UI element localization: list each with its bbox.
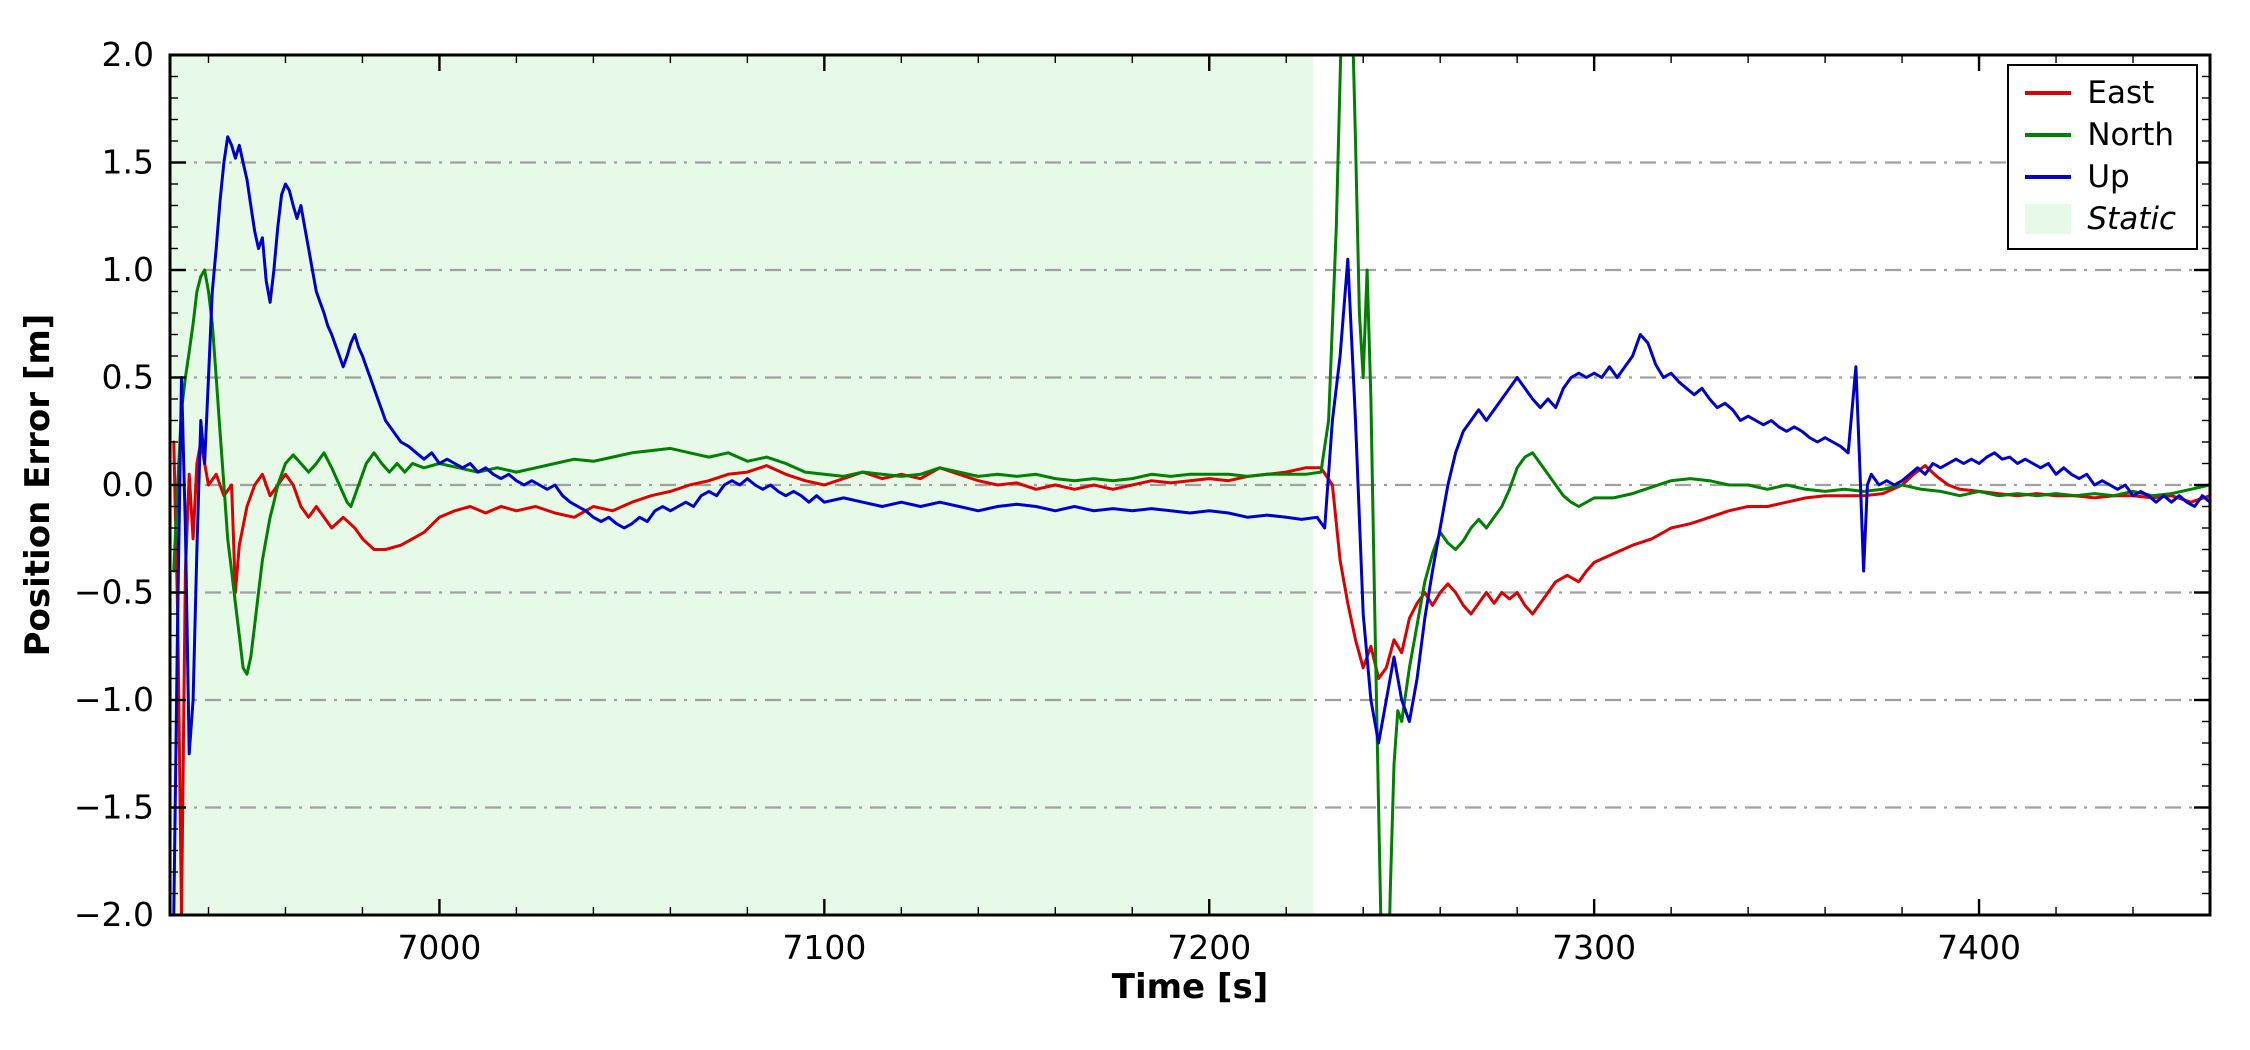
legend-label-east: East [2087,75,2155,111]
line-east [172,440,2210,915]
legend-item-east: East [2025,76,2176,110]
legend-label-north: North [2087,117,2175,154]
series-lines [172,55,2210,915]
x-tick-label: 7200 [1167,928,1251,967]
line-up [172,135,2210,915]
gridlines [170,161,2210,809]
y-tick-label: 0.0 [102,465,154,504]
legend-label-up: Up [2087,159,2130,196]
y-tick-label: −0.5 [74,573,154,612]
legend: East North Up Static [2007,64,2198,251]
static-region-swatch [2025,204,2072,235]
legend-item-up: Up [2025,160,2176,194]
y-axis-label: Position Error [m] [18,313,58,657]
y-tick-label: 1.5 [102,143,154,182]
y-tick-label: 0.5 [102,358,154,397]
y-tick-label: −1.5 [74,788,154,827]
y-tick-label: 2.0 [102,35,154,74]
x-tick-label: 7400 [1937,928,2021,967]
line-north [172,55,2210,915]
x-tick-label: 7100 [782,928,866,967]
x-axis-label: Time [s] [1111,967,1269,1007]
north-line-swatch [2025,133,2072,138]
legend-label-static: Static [2087,201,2176,238]
y-tick-label: −2.0 [74,895,154,934]
y-tick-label: −1.0 [74,680,154,719]
y-tick-label: 1.0 [102,250,154,289]
tick-labels: 7000 7100 7200 7300 7400 −2.0 −1.5 −1.0 −0.5 0.0 0… [74,35,2021,967]
axis-ticks [170,55,2210,915]
up-line-swatch [2025,175,2072,180]
legend-item-north: North [2025,118,2176,152]
east-line-swatch [2025,91,2072,96]
legend-item-static: Static [2025,202,2176,236]
x-tick-label: 7300 [1552,928,1636,967]
x-tick-label: 7000 [397,928,481,967]
